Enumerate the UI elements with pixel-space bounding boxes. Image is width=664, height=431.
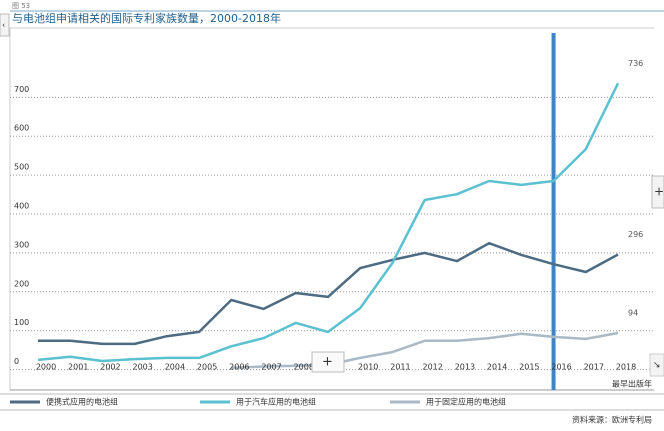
x-tick-label: 2008 xyxy=(294,363,314,372)
x-tick-label: 2002 xyxy=(100,363,120,372)
x-tick-label: 2004 xyxy=(165,363,185,372)
y-tick-label: 0 xyxy=(14,357,19,366)
expand-icon: + xyxy=(654,185,664,199)
x-tick-label: 2000 xyxy=(36,363,56,372)
value-label: 94 xyxy=(628,309,638,318)
value-label: 736 xyxy=(628,59,643,68)
x-tick-label: 2003 xyxy=(132,363,152,372)
legend-label: 便携式应用的电池组 xyxy=(46,397,118,407)
x-tick-label: 2012 xyxy=(422,363,442,372)
source: 资料来源：欧洲专利局 xyxy=(572,415,652,425)
resize-icon: ↘ xyxy=(653,361,661,371)
x-tick-label: 2011 xyxy=(390,363,410,372)
right-expand[interactable] xyxy=(651,175,664,209)
left-tab[interactable] xyxy=(0,13,10,37)
x-tick-label: 2017 xyxy=(584,363,604,372)
y-tick-label: 100 xyxy=(14,318,29,327)
x-tick-label: 2015 xyxy=(519,363,539,372)
legend-label: 用于固定应用的电池组 xyxy=(426,397,506,407)
x-tick-label: 2010 xyxy=(358,363,378,372)
ui-controls: ‹ + + ↘ xyxy=(0,13,664,377)
series-line xyxy=(231,331,619,369)
corner-resize[interactable] xyxy=(649,353,664,377)
expand-icon: + xyxy=(322,355,333,370)
center-expand[interactable] xyxy=(311,351,345,373)
y-tick-label: 500 xyxy=(14,163,29,172)
x-tick-label: 2006 xyxy=(229,363,249,372)
x-axis-label: 最早出版年 xyxy=(612,379,652,389)
y-tick-label: 700 xyxy=(14,85,29,94)
tab-icon: ‹ xyxy=(2,21,5,30)
series-line xyxy=(38,241,619,346)
x-tick-label: 2001 xyxy=(68,363,88,372)
y-tick-label: 400 xyxy=(14,202,29,211)
y-tick-label: 200 xyxy=(14,279,29,288)
y-tick-label: 300 xyxy=(14,240,29,249)
value-label: 296 xyxy=(628,230,643,239)
series-line xyxy=(37,82,620,363)
x-tick-label: 2014 xyxy=(487,363,507,372)
x-tick-label: 2013 xyxy=(455,363,475,372)
figure-label: 图 53 xyxy=(12,2,30,10)
x-tick-label: 2018 xyxy=(616,363,636,372)
y-tick-label: 600 xyxy=(14,124,29,133)
chart-title: 与电池组申请相关的国际专利家族数量，2000-2018年 xyxy=(12,11,281,25)
legend-label: 用于汽车应用的电池组 xyxy=(236,397,316,407)
x-tick-label: 2005 xyxy=(197,363,217,372)
x-tick-label: 2016 xyxy=(551,363,571,372)
highlight-bar xyxy=(551,33,556,390)
x-tick-label: 2007 xyxy=(261,363,281,372)
